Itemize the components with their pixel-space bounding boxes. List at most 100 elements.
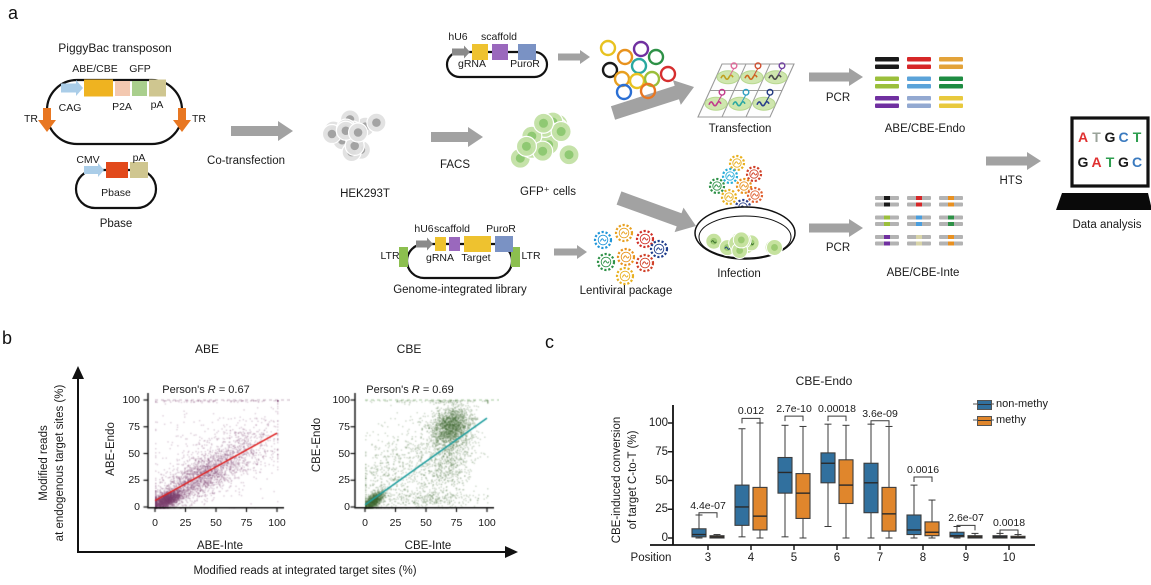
box-position-label: 9 [962, 552, 970, 564]
box-y-tick-label: 25 [655, 503, 668, 516]
pvalue-label: 0.0016 [906, 464, 940, 477]
cbe-y-tick-label: 25 [338, 474, 350, 487]
box-position-label: 6 [833, 552, 841, 564]
cbe-y-tick-label: 100 [332, 394, 350, 406]
abe-plot-title: ABE [194, 342, 220, 356]
box-y-tick-label: 100 [648, 417, 668, 429]
panel-b-axes-arrows [72, 366, 518, 558]
data-analysis-label: Data analysis [1072, 219, 1142, 231]
abe-y-tick-label: 50 [128, 447, 140, 460]
screen-base-letter: G [1104, 129, 1116, 145]
legend-label-non-methy: non-methy [996, 398, 1048, 410]
abe-cbe-label: ABE/CBE [72, 63, 118, 75]
abe-y-tick-label: 0 [134, 501, 140, 513]
boxplot-xlabel: Position [630, 552, 672, 564]
infection-dish [694, 206, 796, 260]
cag-label: CAG [58, 102, 82, 114]
pcr-top-label: PCR [825, 92, 851, 104]
cbe-x-tick-label: 0 [362, 517, 368, 529]
hek293t-cells [321, 109, 387, 163]
panel-b-xlabel: Modified reads at integrated target site… [193, 565, 417, 577]
cbe-scatter-plot [347, 390, 499, 515]
infection-label: Infection [717, 268, 761, 280]
panel-b-ylabel-line2: at endogenous target sites (%) [54, 384, 66, 542]
box-position-label: 4 [747, 552, 755, 564]
hek293t-label: HEK293T [340, 188, 390, 200]
cbe-ylabel: CBE-Endo [311, 417, 323, 473]
box-position-label: 3 [704, 552, 712, 564]
cbe-x-tick-label: 100 [478, 517, 496, 529]
scaffold-bot-label: scaffold [434, 223, 470, 235]
abe-scatter-plot [140, 390, 290, 515]
inte-amplicons [875, 196, 963, 246]
endo-amplicons [875, 57, 963, 108]
legend-swatch-methy [977, 416, 992, 426]
cbe-plot-title: CBE [396, 342, 422, 356]
panel-b-letter: b [2, 328, 13, 348]
falling-viruses [708, 154, 764, 216]
facs-label: FACS [439, 159, 471, 171]
screen-base-letter: T [1092, 129, 1101, 145]
boxplot-ylabel-line1: CBE-induced conversion [611, 416, 623, 544]
cbe-x-tick-label: 75 [450, 517, 463, 529]
grna-bot-label: gRNA [425, 252, 455, 264]
tr-right-label: TR [192, 113, 206, 125]
screen-base-letter: C [1118, 129, 1129, 145]
legend-label-methy: methy [996, 414, 1026, 426]
abe-x-tick-label: 75 [240, 517, 253, 529]
panel-a-graphics [38, 39, 1151, 286]
abe-x-tick-label: 50 [210, 517, 222, 529]
ltr-right-label: LTR [521, 250, 541, 262]
box-series-non-methy [691, 423, 1008, 539]
panel-b-ylabel-line1: Modified reads [38, 425, 50, 501]
panel-c-letter: c [545, 332, 554, 352]
abe-x-tick-label: 100 [268, 517, 286, 529]
inte-label: ABE/CBE-Inte [886, 267, 960, 279]
box-y-tick-label: 50 [655, 474, 668, 487]
abe-ylabel: ABE-Endo [105, 422, 117, 476]
pcr-bottom-label: PCR [825, 242, 851, 254]
tr-left-label: TR [24, 113, 38, 125]
screen-base-letter: A [1077, 129, 1089, 145]
legend-swatch-non-methy [977, 400, 992, 410]
cbe-xlabel: CBE-Inte [404, 540, 452, 552]
boxplot-ylabel-line2: of target C-to-T (%) [627, 430, 639, 530]
pa-label-1: pA [150, 99, 164, 111]
scaffold-top-label: scaffold [481, 31, 517, 43]
boxplot-title: CBE-Endo [795, 374, 853, 388]
hts-label: HTS [999, 175, 1023, 187]
cbe-y-tick-label: 75 [338, 420, 350, 433]
screen-base-letter: T [1132, 129, 1142, 145]
pvalue-label: 3.6e-09 [862, 407, 898, 420]
box-position-label: 5 [790, 552, 798, 564]
box-y-tick-label: 0 [661, 532, 668, 544]
cbe-y-tick-label: 0 [344, 501, 350, 513]
hu6-bot-label: hU6 [414, 223, 434, 235]
box-position-label: 10 [1002, 552, 1016, 564]
abe-x-tick-label: 25 [179, 517, 192, 529]
transfection-label: Transfection [708, 123, 772, 135]
pa-label-2: pA [132, 152, 146, 164]
gfp-positive-cells [509, 111, 580, 169]
pvalue-label: 2.7e-10 [776, 403, 812, 416]
abe-y-tick-label: 75 [128, 420, 140, 433]
p2a-label: P2A [112, 101, 132, 113]
abe-y-tick-label: 100 [122, 394, 140, 406]
cbe-x-tick-label: 50 [420, 517, 432, 529]
pvalue-label: 4.4e-07 [690, 499, 726, 512]
box-position-label: 8 [919, 552, 927, 564]
pvalue-label: 2.6e-07 [948, 512, 984, 525]
cbe-endo-boxplot [650, 403, 1035, 550]
pvalue-label: 0.012 [737, 405, 765, 418]
cmv-label: CMV [76, 154, 100, 166]
box-y-tick-label: 75 [655, 445, 668, 458]
gfp-cells-label: GFP⁺ cells [520, 186, 576, 198]
target-bot-label: Target [461, 252, 491, 264]
abe-y-tick-label: 25 [128, 474, 140, 487]
plasmid-pool [599, 39, 677, 101]
pbase-title: Pbase [99, 218, 133, 230]
library-title: Genome-integrated library [393, 284, 527, 296]
puror-top-label: PuroR [510, 58, 540, 70]
pvalue-label: 0.00018 [818, 403, 856, 416]
